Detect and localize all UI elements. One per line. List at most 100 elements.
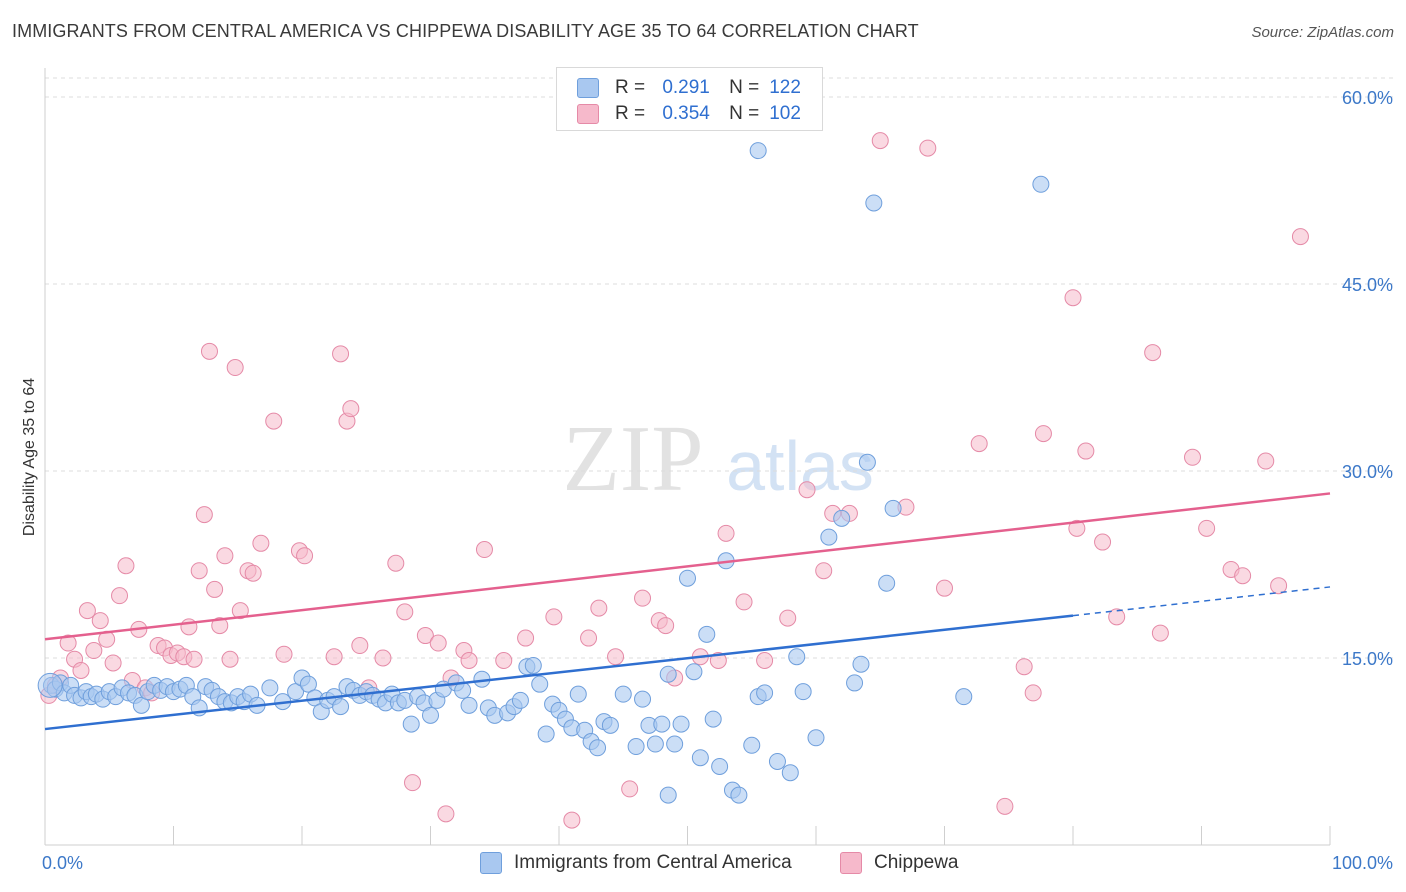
data-point: [460, 651, 478, 669]
data-point: [936, 579, 953, 597]
data-point: [756, 684, 774, 702]
data-point: [475, 541, 493, 559]
data-point: [226, 359, 244, 377]
pink-swatch-icon: [840, 852, 862, 874]
y-tick-label: 45.0%: [1342, 275, 1393, 295]
data-point: [779, 609, 797, 627]
data-point: [589, 739, 607, 757]
data-point: [244, 564, 262, 582]
data-point: [117, 557, 135, 575]
data-point: [884, 499, 902, 517]
data-point: [111, 587, 129, 605]
data-point: [601, 716, 619, 734]
legend-row-blue: R = 0.291 N = 122: [577, 77, 801, 99]
data-point: [798, 481, 816, 499]
data-point: [221, 650, 239, 668]
legend-label: Immigrants from Central America: [514, 852, 792, 873]
data-point: [190, 562, 208, 580]
data-point: [545, 608, 563, 626]
data-point: [634, 589, 652, 607]
data-point: [858, 453, 876, 471]
data-point: [743, 736, 761, 754]
trend-line-immigrants-extension: [1072, 586, 1331, 617]
data-point: [206, 580, 224, 598]
data-point: [580, 629, 598, 647]
data-point: [672, 715, 690, 733]
legend-label: Chippewa: [874, 852, 959, 873]
data-point: [788, 648, 806, 666]
data-point: [919, 139, 937, 157]
blue-swatch-icon: [577, 78, 599, 98]
data-point: [91, 612, 109, 630]
data-point: [607, 648, 625, 666]
data-point: [287, 683, 305, 701]
data-point: [807, 729, 825, 747]
data-point: [666, 735, 684, 753]
data-point: [815, 562, 833, 580]
legend-item-chippewa: Chippewa: [840, 852, 959, 874]
data-point: [852, 655, 870, 673]
data-point: [296, 547, 314, 565]
data-point: [460, 696, 478, 714]
data-point: [709, 651, 727, 669]
data-point: [511, 691, 529, 709]
data-point: [422, 706, 439, 724]
n-label: N =: [729, 77, 760, 98]
data-point: [37, 672, 63, 698]
data-point: [261, 679, 279, 697]
data-point: [614, 685, 632, 703]
n-value: 102: [769, 103, 801, 124]
data-point: [72, 661, 90, 679]
data-point: [1064, 289, 1082, 307]
data-point: [351, 637, 369, 655]
data-point: [195, 506, 213, 524]
legend-row-pink: R = 0.354 N = 102: [577, 103, 801, 125]
data-point: [437, 805, 455, 823]
pink-swatch-icon: [577, 104, 599, 124]
data-point: [342, 400, 360, 418]
data-point: [871, 132, 889, 150]
data-point: [781, 764, 799, 782]
data-point: [1198, 519, 1216, 537]
data-point: [1257, 452, 1275, 470]
data-point: [85, 642, 103, 660]
data-point: [211, 617, 229, 635]
source-label: Source: ZipAtlas.com: [1251, 24, 1394, 41]
data-point: [691, 749, 709, 767]
data-point: [735, 593, 753, 611]
data-point: [1270, 577, 1288, 595]
data-point: [332, 698, 350, 716]
blue-swatch-icon: [480, 852, 502, 874]
data-point: [402, 715, 420, 733]
data-point: [1144, 344, 1162, 362]
data-point: [517, 629, 535, 647]
y-axis-label: Disability Age 35 to 64: [21, 378, 38, 536]
data-point: [569, 685, 587, 703]
data-point: [627, 738, 645, 756]
y-tick-label: 60.0%: [1342, 88, 1393, 108]
data-point: [1151, 624, 1169, 642]
data-point: [429, 634, 447, 652]
data-point: [332, 345, 350, 363]
data-point: [659, 665, 677, 683]
data-point: [1291, 228, 1309, 246]
data-point: [104, 654, 122, 672]
data-point: [537, 725, 555, 743]
data-point: [955, 688, 973, 706]
data-point: [387, 554, 405, 572]
data-point: [756, 651, 774, 669]
data-point: [878, 574, 896, 592]
data-point: [794, 683, 812, 701]
data-point: [563, 811, 581, 829]
data-point: [531, 675, 549, 693]
data-point: [590, 599, 608, 617]
data-point: [374, 649, 392, 667]
data-point: [1034, 425, 1052, 443]
data-point: [252, 534, 270, 552]
data-point: [185, 650, 203, 668]
r-value: 0.354: [662, 103, 710, 124]
data-point: [711, 757, 729, 775]
legend-item-immigrants: Immigrants from Central America: [480, 852, 792, 874]
data-point: [704, 710, 722, 728]
